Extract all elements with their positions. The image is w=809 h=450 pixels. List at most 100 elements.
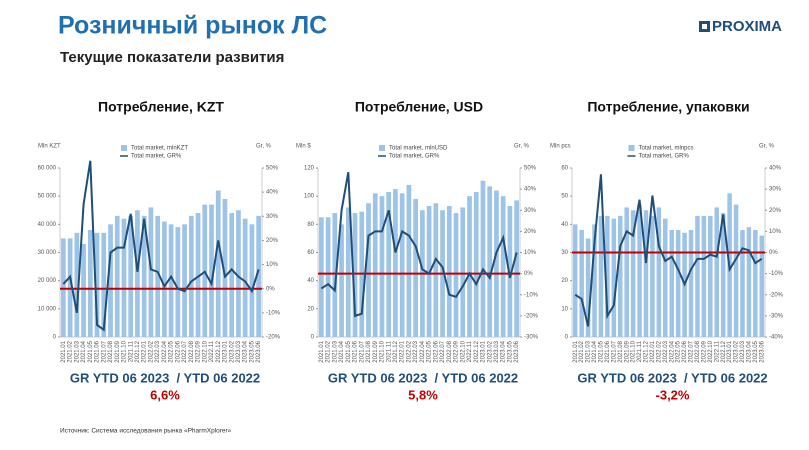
bar	[637, 204, 642, 337]
bar	[605, 215, 610, 337]
x-tick-label: 2021.06	[353, 340, 359, 362]
chart-title: Потребление, упаковки	[587, 99, 749, 115]
y2-tick-label: 20%	[266, 238, 279, 244]
bar	[61, 238, 66, 337]
y2-tick-label: 40%	[769, 166, 782, 172]
bar	[579, 229, 584, 337]
bar	[675, 229, 681, 337]
x-tick-label: 2022.02	[406, 340, 412, 362]
bar	[135, 210, 140, 337]
bar	[94, 232, 100, 337]
y-tick-label: 50	[561, 194, 568, 200]
bar	[215, 190, 221, 337]
bar	[87, 229, 93, 337]
y-axis-label: Mln KZT	[38, 144, 61, 150]
bar	[480, 180, 486, 337]
y-tick-label: 20 000	[38, 278, 57, 284]
x-tick-label: 2022.01	[650, 340, 656, 362]
bar	[753, 229, 758, 337]
x-tick-label: 2022.08	[447, 340, 453, 362]
gr-value: 6,6%	[150, 387, 180, 402]
x-tick-label: 2021.08	[108, 340, 114, 362]
x-tick-label: 2021.11	[386, 340, 392, 362]
line	[320, 172, 518, 318]
bar	[446, 206, 452, 337]
bar	[168, 224, 174, 337]
bar	[413, 198, 418, 337]
bar	[222, 198, 228, 337]
bar	[669, 229, 674, 337]
y2-tick-label: -10%	[266, 310, 281, 316]
y2-tick-label: -40%	[769, 335, 784, 341]
bar	[182, 224, 187, 337]
bar	[507, 206, 513, 337]
y2-tick-label: -10%	[524, 292, 539, 298]
bar	[74, 232, 80, 337]
bar	[663, 218, 668, 337]
y-tick-label: 40	[307, 278, 314, 284]
bar	[175, 227, 181, 337]
y-tick-label: 100	[304, 194, 315, 200]
y-tick-label: 0	[311, 335, 315, 341]
x-tick-label: 2022.10	[708, 340, 714, 362]
chart-title: Потребление, USD	[355, 99, 483, 115]
bar	[319, 217, 324, 337]
y2-tick-label: 0%	[524, 271, 533, 277]
x-tick-label: 2021.07	[611, 340, 617, 362]
bar	[453, 213, 459, 337]
x-tick-label: 2022.09	[196, 340, 202, 362]
x-tick-label: 2021.03	[332, 340, 338, 362]
x-tick-label: 2021.10	[380, 340, 386, 362]
x-tick-label: 2022.10	[202, 340, 208, 362]
x-tick-label: 2023.04	[243, 340, 249, 362]
bar	[121, 218, 127, 337]
x-tick-label: 2023.03	[236, 340, 242, 362]
x-tick-label: 2022.12	[721, 340, 727, 362]
y-tick-label: 30 000	[38, 250, 57, 256]
gr-value: 5,8%	[408, 387, 438, 402]
y-tick-label: 30	[561, 250, 568, 256]
bar	[514, 200, 519, 337]
bar	[473, 191, 479, 337]
y2-tick-label: 20%	[769, 208, 782, 214]
bar	[688, 229, 694, 337]
x-tick-label: 2021.04	[592, 340, 598, 362]
bar	[650, 215, 655, 337]
bar	[467, 196, 472, 337]
y2-tick-label: 0%	[769, 250, 778, 256]
x-tick-label: 2022.04	[162, 340, 168, 362]
x-tick-label: 2021.03	[74, 340, 80, 362]
bar	[332, 213, 338, 337]
x-tick-label: 2021.09	[115, 340, 121, 362]
bar	[714, 207, 720, 337]
y2-tick-label: 10%	[524, 250, 537, 256]
bar	[598, 215, 604, 337]
x-tick-label: 2022.03	[155, 340, 161, 362]
bar	[708, 215, 713, 337]
x-tick-label: 2021.11	[128, 340, 134, 362]
y2-axis-label: Gr, %	[256, 144, 272, 150]
x-tick-label: 2021.09	[624, 340, 630, 362]
y-tick-label: 10	[561, 306, 568, 312]
bar	[611, 218, 617, 337]
legend-label: Total market, mlnpcs	[639, 146, 694, 152]
bar	[249, 224, 255, 337]
bar	[345, 207, 351, 337]
x-tick-label: 2022.05	[169, 340, 175, 362]
bar	[572, 224, 578, 337]
bar	[656, 207, 662, 337]
slide-title: Розничный рынок ЛС	[58, 12, 327, 40]
bar	[759, 235, 765, 337]
x-tick-label: 2022.07	[689, 340, 695, 362]
x-tick-label: 2023.04	[501, 340, 507, 362]
x-tick-label: 2023.06	[514, 340, 520, 362]
x-tick-label: 2022.11	[714, 340, 720, 362]
x-tick-label: 2021.04	[339, 340, 345, 362]
legend-swatch	[379, 145, 385, 151]
x-tick-label: 2022.11	[467, 340, 473, 362]
x-tick-label: 2022.02	[656, 340, 662, 362]
x-tick-label: 2023.01	[223, 340, 229, 362]
y2-tick-label: 10%	[266, 262, 279, 268]
bar	[242, 218, 248, 337]
legend-label: Total market, GR%	[389, 154, 440, 160]
